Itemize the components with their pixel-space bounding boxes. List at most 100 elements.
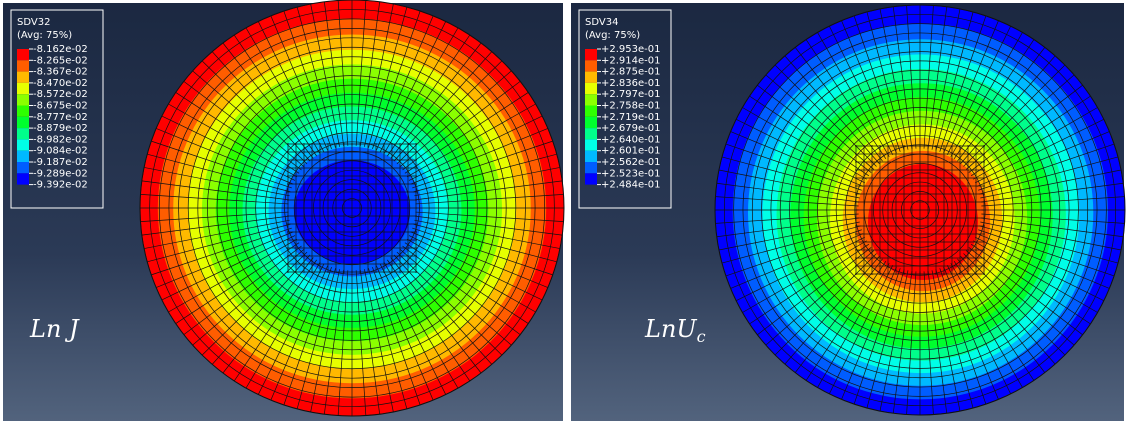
legend-swatch bbox=[17, 71, 29, 83]
mesh-line bbox=[721, 156, 861, 195]
mesh-line bbox=[757, 247, 872, 336]
mesh-line bbox=[943, 266, 999, 400]
mesh-line bbox=[183, 81, 302, 171]
legend-label: +2.875e-01 bbox=[601, 67, 661, 78]
mesh-line bbox=[161, 235, 296, 301]
mesh-line bbox=[957, 258, 1046, 373]
mesh-line bbox=[383, 27, 459, 155]
mesh-line bbox=[399, 248, 512, 346]
mesh-line bbox=[757, 84, 872, 173]
mesh-line bbox=[927, 6, 948, 150]
mesh-line bbox=[981, 213, 1125, 224]
mesh-line bbox=[147, 223, 291, 263]
mesh-line bbox=[906, 5, 917, 149]
legend-label: +2.601e-01 bbox=[601, 146, 661, 157]
label-main: Ln J bbox=[29, 315, 80, 343]
mesh-line bbox=[257, 263, 325, 395]
legend-label: +2.523e-01 bbox=[601, 168, 661, 179]
mesh-line bbox=[950, 32, 1023, 157]
mesh-line bbox=[406, 238, 536, 313]
mesh-line bbox=[245, 261, 321, 389]
mesh-line bbox=[817, 263, 890, 388]
legend-swatch bbox=[585, 116, 597, 129]
mesh-line bbox=[939, 268, 987, 405]
mesh-line bbox=[730, 233, 864, 289]
mesh-line bbox=[973, 240, 1098, 313]
legend-label: +2.719e-01 bbox=[601, 112, 661, 123]
legend-label: +2.836e-01 bbox=[601, 78, 661, 89]
mesh-line bbox=[892, 270, 913, 414]
mesh-line bbox=[412, 140, 553, 189]
mesh-line bbox=[283, 10, 332, 150]
mesh-line bbox=[879, 270, 909, 412]
mesh-line bbox=[201, 60, 308, 165]
mesh-line bbox=[415, 215, 563, 236]
mesh-line bbox=[794, 258, 883, 373]
mesh-line bbox=[372, 10, 421, 150]
mesh-line bbox=[323, 1, 345, 147]
mesh-line bbox=[715, 196, 859, 207]
mesh-line bbox=[323, 269, 345, 415]
mesh-line bbox=[413, 223, 557, 263]
legend-label: +2.914e-01 bbox=[601, 55, 661, 66]
mesh-line bbox=[892, 6, 913, 150]
mesh-line bbox=[976, 233, 1110, 289]
mesh-line bbox=[245, 27, 321, 155]
mesh-line bbox=[408, 115, 543, 181]
mesh-line bbox=[355, 270, 367, 416]
legend-swatch bbox=[585, 82, 597, 95]
mesh-line bbox=[953, 260, 1035, 381]
legend-swatch bbox=[585, 94, 597, 106]
legend-swatch bbox=[585, 49, 597, 61]
mesh-line bbox=[829, 25, 894, 155]
mesh-line bbox=[296, 268, 336, 410]
mesh-line bbox=[975, 119, 1105, 184]
mesh-line bbox=[379, 263, 447, 395]
mesh-line bbox=[140, 211, 289, 222]
mesh-line bbox=[853, 268, 901, 405]
mesh-line bbox=[970, 95, 1091, 177]
mesh-line bbox=[161, 115, 296, 181]
mesh-line bbox=[404, 92, 529, 174]
mesh-line bbox=[725, 229, 862, 277]
mesh-line bbox=[923, 5, 934, 149]
mesh-line bbox=[402, 81, 521, 171]
mesh-line bbox=[396, 251, 503, 356]
mesh-line bbox=[946, 265, 1011, 395]
legend-label: -8.572e-02 bbox=[33, 89, 88, 100]
contour-band bbox=[868, 164, 978, 280]
mesh-line bbox=[730, 131, 864, 187]
mesh-line bbox=[402, 245, 521, 335]
mesh-line bbox=[742, 107, 867, 180]
legend-swatch bbox=[585, 71, 597, 83]
legend-swatch bbox=[17, 162, 29, 174]
legend-box bbox=[578, 9, 672, 209]
legend-swatch bbox=[17, 128, 29, 140]
mesh-line bbox=[390, 42, 482, 159]
mesh-line bbox=[943, 20, 999, 154]
mesh-line bbox=[975, 236, 1105, 301]
mesh-line bbox=[337, 0, 349, 146]
mesh-line bbox=[774, 64, 877, 167]
mesh-line bbox=[270, 15, 328, 151]
mesh-line bbox=[156, 231, 294, 288]
legend-label: +2.679e-01 bbox=[601, 123, 661, 134]
mesh-line bbox=[718, 221, 860, 251]
mesh-line bbox=[866, 269, 905, 409]
mesh-line bbox=[963, 64, 1066, 167]
contour-plot bbox=[715, 5, 1125, 415]
legend-swatch bbox=[17, 49, 29, 61]
mesh-line bbox=[222, 257, 314, 374]
mesh-line bbox=[415, 180, 563, 201]
mesh-line bbox=[404, 242, 529, 324]
mesh-line bbox=[410, 231, 548, 288]
legend-swatch bbox=[17, 116, 29, 129]
mesh-line bbox=[805, 260, 887, 381]
mesh-line bbox=[976, 131, 1110, 187]
mesh-line bbox=[151, 227, 292, 276]
mesh-line bbox=[968, 247, 1083, 336]
mesh-line bbox=[151, 140, 292, 189]
mesh-line bbox=[393, 51, 493, 162]
mesh-line bbox=[168, 103, 298, 178]
